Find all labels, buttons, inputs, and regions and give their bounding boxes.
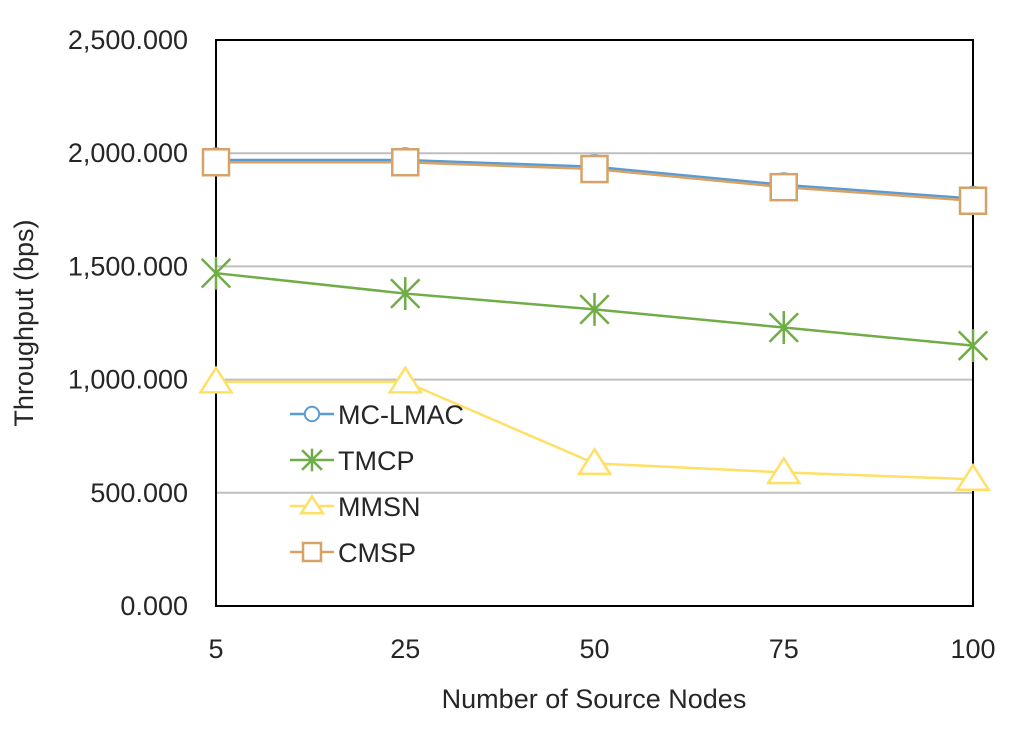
data-point-asterisk bbox=[957, 329, 989, 363]
legend-entry: CMSP bbox=[290, 538, 416, 568]
legend-entry: TMCP bbox=[290, 446, 415, 476]
x-tick-label: 25 bbox=[390, 634, 420, 664]
x-tick-label: 5 bbox=[208, 634, 223, 664]
data-point-asterisk bbox=[301, 448, 323, 472]
y-tick-label: 2,500.000 bbox=[68, 25, 188, 55]
x-tick-label: 50 bbox=[579, 634, 609, 664]
x-axis-ticks: 5 25 50 75 100 bbox=[208, 634, 995, 664]
legend-entry: MC-LMAC bbox=[290, 400, 464, 430]
x-axis-title: Number of Source Nodes bbox=[442, 684, 747, 714]
series-lines bbox=[198, 147, 991, 491]
legend: MC-LMAC TMCP MMSN CMSP bbox=[290, 400, 464, 568]
data-point-square bbox=[391, 148, 420, 177]
plot-area-frame bbox=[215, 39, 974, 607]
data-point-circle bbox=[303, 405, 321, 423]
y-tick-label: 1,000.000 bbox=[68, 365, 188, 395]
data-point-asterisk bbox=[768, 311, 799, 344]
legend-label: CMSP bbox=[338, 538, 416, 568]
data-point-square bbox=[301, 541, 323, 563]
data-point-triangle bbox=[576, 446, 613, 476]
data-point-triangle bbox=[198, 365, 234, 394]
data-point-asterisk bbox=[390, 277, 421, 311]
gridlines bbox=[216, 152, 973, 494]
data-point-triangle bbox=[955, 462, 991, 491]
data-point-triangle bbox=[298, 493, 326, 515]
data-point-square bbox=[958, 186, 988, 215]
data-point-asterisk bbox=[200, 256, 232, 290]
y-tick-label: 1,500.000 bbox=[68, 251, 188, 281]
y-axis-title: Throughput (bps) bbox=[9, 219, 39, 426]
y-axis-ticks: 0.000 500.000 1,000.000 1,500.000 2,000.000 2… bbox=[68, 25, 188, 621]
series-markers-tmcp bbox=[200, 256, 989, 363]
legend-entry: MMSN bbox=[290, 492, 421, 522]
x-tick-label: 75 bbox=[769, 634, 799, 664]
legend-label: MC-LMAC bbox=[338, 400, 464, 430]
x-tick-label: 100 bbox=[950, 634, 995, 664]
data-point-square bbox=[769, 172, 798, 202]
data-point-triangle bbox=[387, 365, 424, 394]
y-tick-label: 2,000.000 bbox=[68, 138, 188, 168]
y-tick-label: 0.000 bbox=[120, 591, 188, 621]
data-point-asterisk bbox=[579, 292, 610, 326]
data-point-square bbox=[201, 148, 231, 177]
legend-label: TMCP bbox=[338, 446, 415, 476]
series-markers-cmsp bbox=[201, 148, 988, 215]
data-point-square bbox=[580, 154, 609, 184]
data-point-triangle bbox=[765, 456, 802, 485]
y-tick-label: 500.000 bbox=[90, 478, 188, 508]
series-markers-mmsn bbox=[198, 365, 991, 491]
legend-label: MMSN bbox=[338, 492, 421, 522]
